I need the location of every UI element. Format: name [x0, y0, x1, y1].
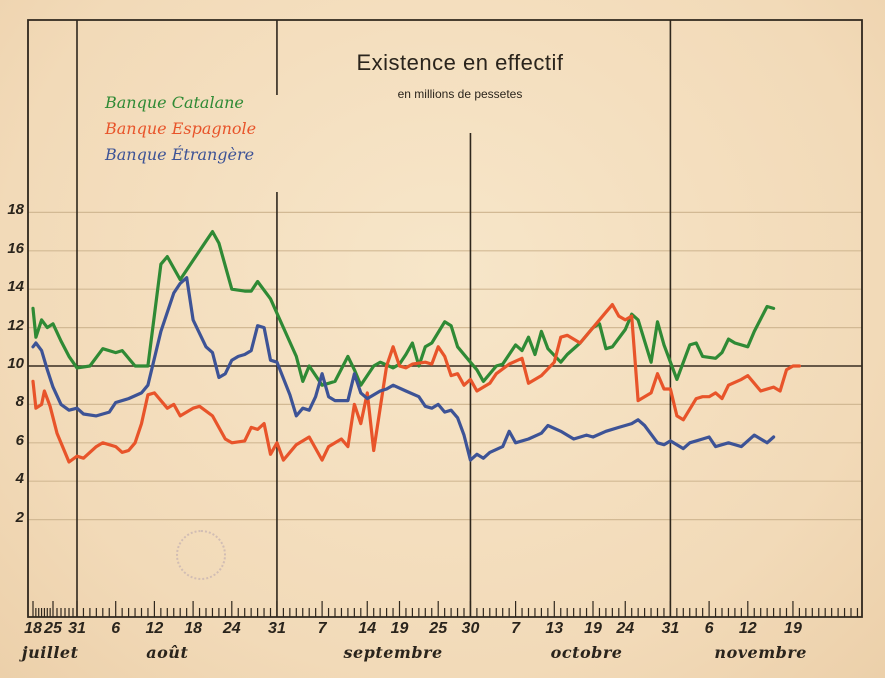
y-tick-label: 14 [7, 278, 24, 296]
y-tick-label: 18 [7, 201, 24, 219]
chart-title: Existence en effectif [356, 50, 564, 75]
x-tick-label: 31 [268, 620, 286, 637]
legend-entry-etrangere: Banque Étrangère [105, 145, 255, 164]
month-label: novembre [714, 643, 807, 662]
library-stamp [176, 530, 226, 580]
x-tick-label: 12 [738, 620, 757, 637]
y-tick-label: 10 [7, 355, 24, 372]
legend-entry-catalane: Banque Catalane [105, 93, 244, 112]
month-label: septembre [343, 643, 443, 662]
x-tick-label: 6 [111, 620, 121, 637]
y-tick-label: 8 [15, 393, 24, 411]
series-line-1 [31, 303, 801, 464]
x-tick-label: 13 [545, 620, 564, 637]
month-label: août [146, 643, 189, 662]
x-tick-label: 19 [390, 620, 409, 637]
y-tick-label: 4 [15, 470, 24, 488]
series-points-0 [32, 231, 774, 386]
x-tick-label: 24 [222, 620, 241, 637]
series-lines [31, 230, 801, 464]
x-tick-label: 7 [317, 620, 327, 637]
legend-entry-espagnole: Banque Espagnole [105, 119, 257, 138]
x-tick-label: 31 [68, 620, 86, 637]
x-tick-label: 7 [511, 620, 521, 637]
series-points-1 [32, 304, 800, 463]
x-tick-label: 14 [358, 620, 377, 637]
x-tick-label: 18 [184, 620, 202, 637]
x-tick-label: 6 [704, 620, 714, 637]
plot-border [27, 19, 863, 618]
chart-frame [27, 19, 863, 618]
series-line-0 [31, 230, 776, 387]
x-tick-label: 24 [616, 620, 635, 637]
x-tick-label: 19 [584, 620, 602, 637]
x-tick-label: 30 [461, 620, 480, 637]
month-label: octobre [550, 643, 623, 662]
x-tick-label: 31 [661, 620, 680, 637]
y-tick-label: 12 [7, 316, 24, 334]
series-points-2 [32, 277, 774, 461]
x-tick-label: 19 [784, 620, 802, 637]
x-tick-label: 25 [44, 620, 62, 637]
y-tick-label: 2 [15, 508, 24, 526]
x-tick-label: 25 [429, 620, 448, 637]
y-tick-label: 6 [15, 431, 24, 449]
x-axis-ticks [32, 601, 859, 617]
series-line-2 [31, 276, 776, 462]
month-label: juillet [21, 643, 79, 662]
gridlines [28, 211, 862, 521]
x-tick-label: 12 [145, 620, 164, 637]
chart-subtitle: en millions de pessetes [397, 87, 523, 101]
y-tick-label: 16 [7, 239, 24, 257]
x-tick-label: 18 [24, 620, 42, 637]
